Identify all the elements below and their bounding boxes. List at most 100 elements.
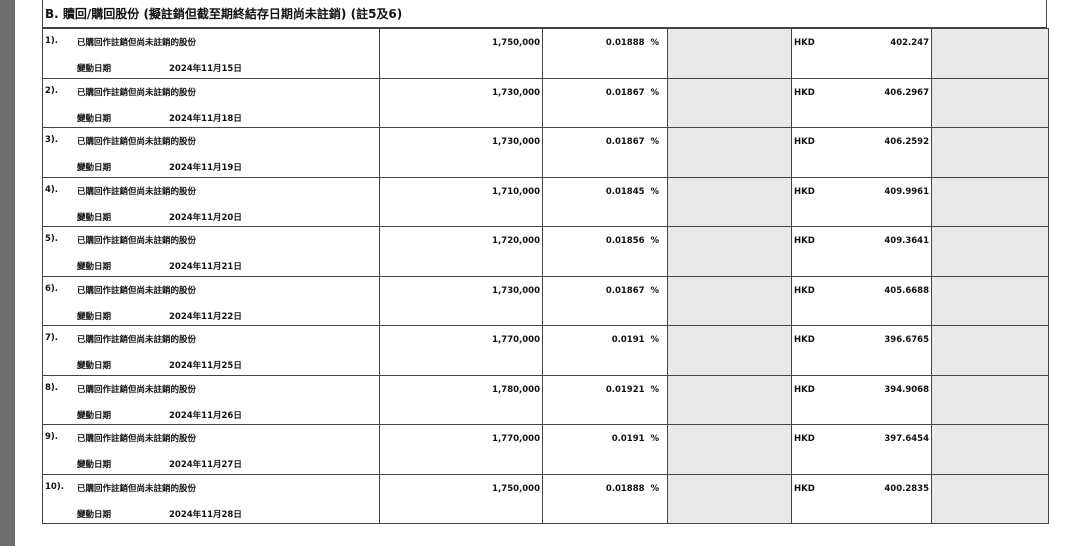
price: 396.6765	[884, 335, 929, 345]
description-cell: 7). 已購回作註銷但尚未註銷的股份 變動日期 2024年11月25日	[42, 325, 380, 376]
percent-sign: %	[650, 137, 659, 147]
row-index: 2).	[45, 85, 59, 96]
percent-sign: %	[650, 434, 659, 444]
row-description: 已購回作註銷但尚未註銷的股份	[77, 137, 197, 147]
currency: HKD	[794, 38, 815, 48]
empty-shaded-cell	[667, 275, 792, 326]
currency: HKD	[794, 335, 815, 345]
shares-cell: 1,770,000	[379, 424, 543, 475]
price-cell: HKD 397.6454	[791, 424, 932, 475]
shares-cell: 1,730,000	[379, 77, 543, 128]
row-description: 已購回作註銷但尚未註銷的股份	[77, 434, 197, 444]
percent-cell: 0.01867 %	[542, 127, 668, 178]
shares-cell: 1,780,000	[379, 374, 543, 425]
percent-sign: %	[650, 38, 659, 48]
empty-shaded-cell	[931, 325, 1049, 376]
percent-cell: 0.0191 %	[542, 325, 668, 376]
row-index: 7).	[45, 333, 59, 343]
percent: 0.01867	[605, 137, 645, 147]
row-index: 6).	[45, 283, 59, 294]
change-date-label: 變動日期	[77, 163, 112, 173]
shares: 1,730,000	[492, 137, 540, 147]
empty-shaded-cell	[931, 127, 1049, 178]
shares: 1,770,000	[492, 335, 540, 345]
empty-shaded-cell	[931, 28, 1049, 79]
shares-cell: 1,770,000	[379, 325, 543, 376]
description-cell: 6). 已購回作註銷但尚未註銷的股份 變動日期 2024年11月22日	[42, 275, 380, 326]
currency: HKD	[794, 186, 815, 197]
currency: HKD	[794, 483, 815, 494]
change-date: 2024年11月27日	[169, 460, 242, 470]
change-date: 2024年11月21日	[169, 262, 242, 272]
currency: HKD	[794, 285, 815, 296]
table-row: 9). 已購回作註銷但尚未註銷的股份 變動日期 2024年11月27日 1,77…	[42, 424, 1049, 475]
price: 406.2592	[884, 137, 929, 147]
row-description: 已購回作註銷但尚未註銷的股份	[77, 384, 197, 395]
percent-cell: 0.0191 %	[542, 424, 668, 475]
percent: 0.01867	[605, 87, 645, 98]
shares: 1,710,000	[492, 186, 540, 197]
price: 409.9961	[884, 186, 929, 197]
shares: 1,770,000	[492, 434, 540, 444]
change-date-label: 變動日期	[77, 262, 112, 272]
percent: 0.0191	[611, 434, 645, 444]
description-cell: 8). 已購回作註銷但尚未註銷的股份 變動日期 2024年11月26日	[42, 374, 380, 425]
empty-shaded-cell	[931, 176, 1049, 227]
row-index: 8).	[45, 382, 59, 393]
empty-shaded-cell	[667, 176, 792, 227]
change-date: 2024年11月19日	[169, 163, 242, 173]
percent-cell: 0.01921 %	[542, 374, 668, 425]
percent: 0.01888	[605, 38, 645, 48]
price-cell: HKD 396.6765	[791, 325, 932, 376]
shares-cell: 1,730,000	[379, 275, 543, 326]
row-description: 已購回作註銷但尚未註銷的股份	[77, 236, 197, 246]
row-description: 已購回作註銷但尚未註銷的股份	[77, 38, 197, 48]
change-date-label: 變動日期	[77, 460, 112, 470]
percent-cell: 0.01856 %	[542, 226, 668, 277]
currency: HKD	[794, 137, 815, 147]
table-row: 8). 已購回作註銷但尚未註銷的股份 變動日期 2024年11月26日 1,78…	[42, 374, 1049, 425]
percent-sign: %	[650, 87, 659, 98]
shares-cell: 1,750,000	[379, 473, 543, 524]
percent-sign: %	[650, 285, 659, 296]
shares: 1,730,000	[492, 87, 540, 98]
table-row: 4). 已購回作註銷但尚未註銷的股份 變動日期 2024年11月20日 1,71…	[42, 176, 1049, 227]
shares: 1,750,000	[492, 38, 540, 48]
percent-cell: 0.01888 %	[542, 473, 668, 524]
shares: 1,750,000	[492, 483, 540, 494]
empty-shaded-cell	[667, 77, 792, 128]
row-description: 已購回作註銷但尚未註銷的股份	[77, 483, 197, 494]
percent-sign: %	[650, 483, 659, 494]
change-date-label: 變動日期	[77, 311, 112, 322]
table-row: 2). 已購回作註銷但尚未註銷的股份 變動日期 2024年11月18日 1,73…	[42, 77, 1049, 128]
currency: HKD	[794, 384, 815, 395]
price-cell: HKD 402.247	[791, 28, 932, 79]
row-description: 已購回作註銷但尚未註銷的股份	[77, 186, 197, 197]
empty-shaded-cell	[667, 127, 792, 178]
price: 400.2835	[884, 483, 929, 494]
viewer-left-margin	[0, 0, 15, 546]
percent-sign: %	[650, 186, 659, 197]
row-index: 9).	[45, 432, 59, 442]
table-row: 7). 已購回作註銷但尚未註銷的股份 變動日期 2024年11月25日 1,77…	[42, 325, 1049, 376]
empty-shaded-cell	[931, 374, 1049, 425]
change-date: 2024年11月18日	[169, 113, 242, 124]
empty-shaded-cell	[931, 473, 1049, 524]
shares-cell: 1,750,000	[379, 28, 543, 79]
table-row: 1). 已購回作註銷但尚未註銷的股份 變動日期 2024年11月15日 1,75…	[42, 28, 1049, 79]
change-date: 2024年11月20日	[169, 212, 242, 223]
price-cell: HKD 400.2835	[791, 473, 932, 524]
price-cell: HKD 409.3641	[791, 226, 932, 277]
empty-shaded-cell	[667, 424, 792, 475]
empty-shaded-cell	[667, 374, 792, 425]
currency: HKD	[794, 236, 815, 246]
shares-cell: 1,730,000	[379, 127, 543, 178]
empty-shaded-cell	[667, 473, 792, 524]
percent-sign: %	[650, 384, 659, 395]
empty-shaded-cell	[667, 325, 792, 376]
price: 394.9068	[884, 384, 929, 395]
price: 397.6454	[884, 434, 929, 444]
price-cell: HKD 406.2592	[791, 127, 932, 178]
change-date-label: 變動日期	[77, 361, 112, 371]
currency: HKD	[794, 87, 815, 98]
